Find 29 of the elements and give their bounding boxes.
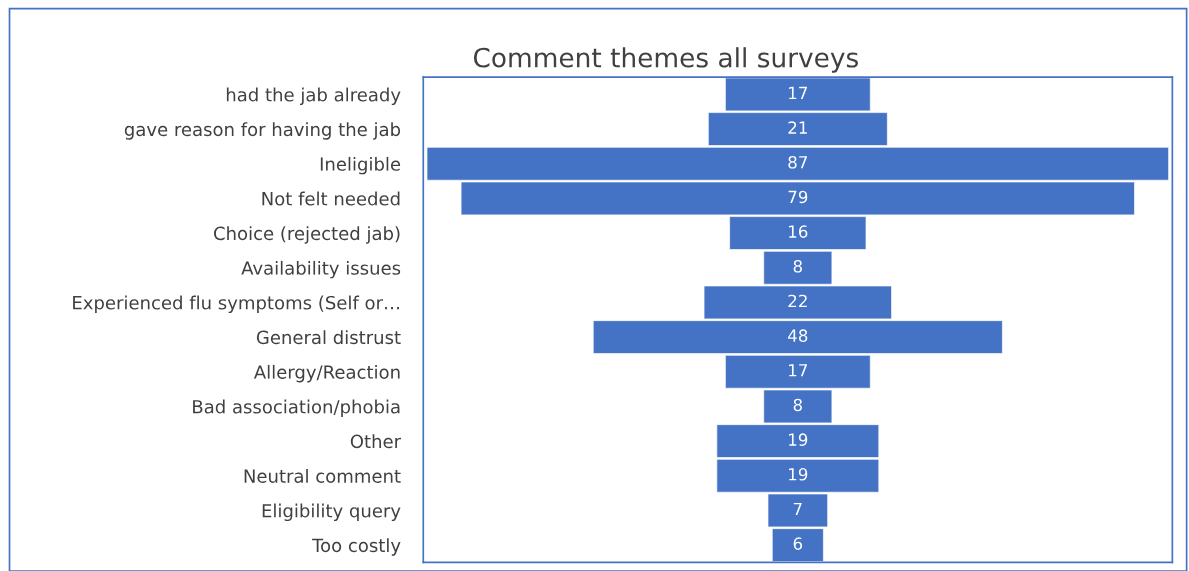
- data-label: 8: [793, 398, 802, 412]
- category-label: Not felt needed: [262, 191, 400, 206]
- category-label: Ineligible: [320, 156, 401, 175]
- category-label: Other: [350, 434, 402, 449]
- category-label: Too costly: [312, 538, 401, 556]
- category-label: Choice (rejected jab): [213, 226, 400, 244]
- data-label: 7: [793, 502, 802, 516]
- category-label: Neutral comment: [244, 468, 401, 483]
- data-label: 16: [789, 225, 808, 238]
- category-label: gave reason for having the jab: [124, 122, 401, 140]
- data-label: 79: [788, 190, 808, 204]
- category-label: Allergy/Reaction: [253, 364, 400, 383]
- data-label: 19: [789, 467, 808, 481]
- data-label: 17: [789, 364, 807, 377]
- data-label: 48: [788, 329, 808, 342]
- data-label: 19: [789, 433, 808, 446]
- data-label: 21: [788, 121, 807, 134]
- category-label: Eligibility query: [262, 503, 401, 522]
- data-label: 8: [793, 259, 802, 273]
- category-label: had the jab already: [226, 87, 401, 106]
- category-label: Bad association/phobia: [193, 399, 400, 418]
- category-label: General distrust: [256, 330, 401, 345]
- data-label: 6: [793, 537, 803, 550]
- category-label: Experienced flu symptoms (Self or…: [73, 295, 399, 314]
- text: Comment themes all surveys: [473, 47, 858, 73]
- data-label: 22: [788, 294, 807, 308]
- category-label: Availability issues: [241, 260, 401, 279]
- data-label: 17: [789, 86, 807, 100]
- data-label: 87: [788, 155, 807, 169]
